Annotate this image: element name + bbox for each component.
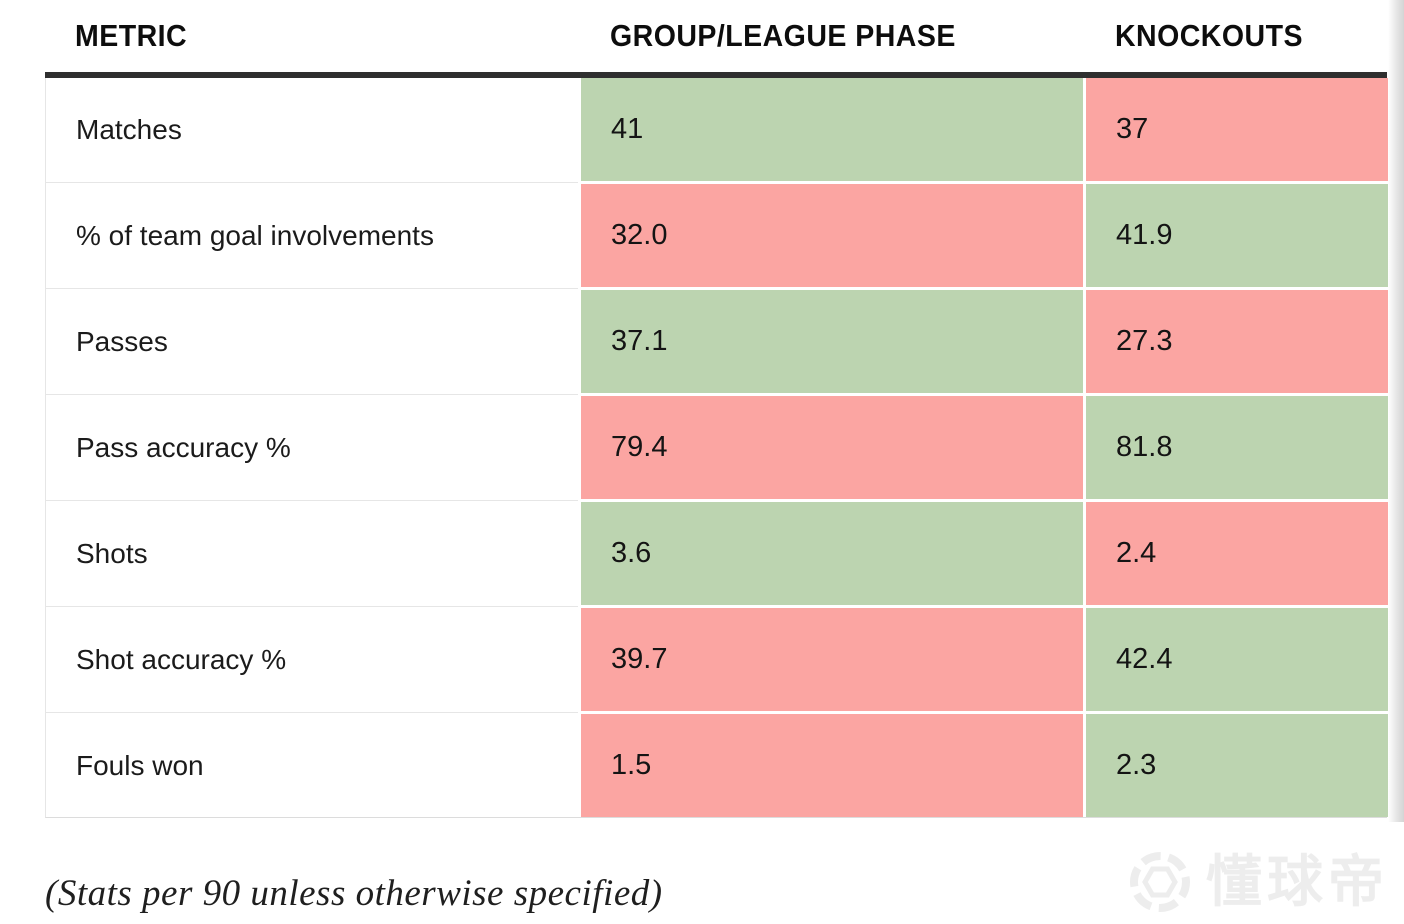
knockouts-value: 41.9: [1116, 219, 1173, 251]
metric-cell: Shot accuracy %: [45, 608, 578, 713]
knockouts-value-cell: 37: [1086, 78, 1388, 181]
group-league-phase-value: 1.5: [611, 749, 652, 781]
metric-cell: % of team goal involvements: [45, 184, 578, 289]
group-league-phase-value-cell: 1.5: [581, 714, 1083, 817]
knockouts-value: 27.3: [1116, 325, 1173, 357]
metric-cell: Shots: [45, 502, 578, 607]
metric-label: Fouls won: [76, 749, 204, 781]
knockouts-value: 2.3: [1116, 749, 1157, 781]
group-league-phase-value: 37.1: [611, 325, 668, 357]
metric-label: Passes: [76, 325, 168, 357]
group-league-phase-value-cell: 41: [581, 78, 1083, 181]
column-header-group-league-phase-label: GROUP/LEAGUE PHASE: [610, 18, 956, 53]
group-league-phase-value-cell: 37.1: [581, 290, 1083, 393]
knockouts-value-cell: 2.3: [1086, 714, 1388, 817]
metric-cell: Matches: [45, 78, 578, 183]
column-header-metric: METRIC: [45, 0, 577, 72]
knockouts-value: 2.4: [1116, 537, 1157, 569]
metric-label: Pass accuracy %: [76, 431, 291, 463]
football-icon: [1130, 852, 1190, 912]
group-league-phase-value: 39.7: [611, 643, 668, 675]
group-league-phase-value-cell: 79.4: [581, 396, 1083, 499]
group-league-phase-value-cell: 39.7: [581, 608, 1083, 711]
metric-cell: Pass accuracy %: [45, 396, 578, 501]
footnote: (Stats per 90 unless otherwise specified…: [45, 873, 663, 914]
metric-cell: Passes: [45, 290, 578, 395]
group-league-phase-value-cell: 32.0: [581, 184, 1083, 287]
watermark: 懂球帝: [1128, 845, 1398, 919]
knockouts-value-cell: 42.4: [1086, 608, 1388, 711]
metric-label: % of team goal involvements: [76, 219, 434, 251]
table-body: Matches 41 37 % of team goal involvement…: [45, 78, 1388, 818]
header-divider-rule: [45, 72, 1387, 78]
metric-label: Matches: [76, 113, 182, 145]
group-league-phase-value-cell: 3.6: [581, 502, 1083, 605]
column-header-knockouts-label: KNOCKOUTS: [1115, 18, 1303, 53]
knockouts-value-cell: 27.3: [1086, 290, 1388, 393]
table-header-row: METRIC GROUP/LEAGUE PHASE KNOCKOUTS: [45, 0, 1387, 72]
knockouts-value: 37: [1116, 113, 1149, 145]
knockouts-value: 81.8: [1116, 431, 1173, 463]
knockouts-value-cell: 41.9: [1086, 184, 1388, 287]
group-league-phase-value: 32.0: [611, 219, 668, 251]
metric-cell: Fouls won: [46, 714, 578, 817]
watermark-text: 懂球帝: [1206, 850, 1389, 913]
column-header-metric-label: METRIC: [75, 18, 188, 53]
metric-label: Shot accuracy %: [76, 643, 287, 675]
stats-table: METRIC GROUP/LEAGUE PHASE KNOCKOUTS Matc…: [45, 0, 1388, 818]
knockouts-value-cell: 2.4: [1086, 502, 1388, 605]
group-league-phase-value: 79.4: [611, 431, 668, 463]
metric-label: Shots: [76, 537, 148, 569]
knockouts-value: 42.4: [1116, 643, 1173, 675]
column-header-knockouts: KNOCKOUTS: [1085, 0, 1387, 72]
column-header-group-league-phase: GROUP/LEAGUE PHASE: [580, 0, 1082, 72]
group-league-phase-value: 3.6: [611, 537, 652, 569]
group-league-phase-value: 41: [611, 113, 644, 145]
right-edge-shadow: [1388, 0, 1404, 822]
knockouts-value-cell: 81.8: [1086, 396, 1388, 499]
